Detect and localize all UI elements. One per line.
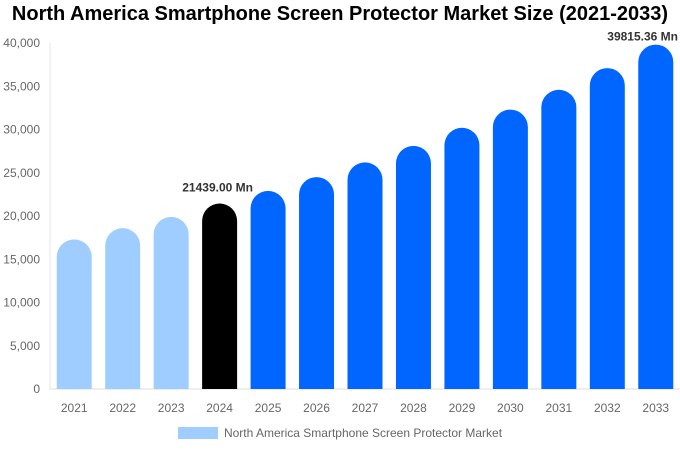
bar-2030 xyxy=(492,109,528,390)
y-tick-label: 0 xyxy=(33,382,40,396)
y-tick-label: 30,000 xyxy=(3,123,40,137)
bar-2029 xyxy=(444,127,480,390)
x-tick-label: 2027 xyxy=(352,401,379,415)
x-tick-label: 2023 xyxy=(158,401,185,415)
bar-2024 xyxy=(202,203,238,389)
y-tick-label: 10,000 xyxy=(3,296,40,310)
x-tick-label: 2028 xyxy=(400,401,427,415)
x-tick-label: 2031 xyxy=(545,401,572,415)
data-label: 39815.36 Mn xyxy=(607,30,678,44)
y-tick-label: 15,000 xyxy=(3,252,40,266)
bar-2028 xyxy=(395,145,431,389)
x-tick-label: 2032 xyxy=(594,401,621,415)
x-tick-label: 2030 xyxy=(497,401,524,415)
bar-2033 xyxy=(638,44,674,389)
data-label: 21439.00 Mn xyxy=(182,181,253,195)
bar-2021 xyxy=(56,239,92,389)
legend-swatch xyxy=(177,427,218,439)
x-tick-label: 2021 xyxy=(61,401,88,415)
bar-2026 xyxy=(299,177,335,389)
y-tick-label: 35,000 xyxy=(3,79,40,93)
x-tick-label: 2022 xyxy=(109,401,136,415)
bar-2022 xyxy=(105,228,141,389)
x-tick-label: 2033 xyxy=(642,401,669,415)
y-tick-label: 40,000 xyxy=(3,36,40,50)
legend: North America Smartphone Screen Protecto… xyxy=(0,426,680,440)
y-tick-label: 5,000 xyxy=(10,339,40,353)
x-tick-label: 2026 xyxy=(303,401,330,415)
y-tick-label: 25,000 xyxy=(3,166,40,180)
bar-2023 xyxy=(153,216,189,389)
bar-2031 xyxy=(541,89,577,389)
x-tick-label: 2024 xyxy=(206,401,233,415)
legend-label: North America Smartphone Screen Protecto… xyxy=(223,426,503,440)
bar-2032 xyxy=(589,68,625,389)
x-tick-label: 2029 xyxy=(449,401,476,415)
x-tick-label: 2025 xyxy=(255,401,282,415)
y-tick-label: 20,000 xyxy=(3,209,40,223)
bar-2027 xyxy=(347,162,383,389)
chart-title: North America Smartphone Screen Protecto… xyxy=(11,3,669,25)
bar-2025 xyxy=(250,190,286,389)
